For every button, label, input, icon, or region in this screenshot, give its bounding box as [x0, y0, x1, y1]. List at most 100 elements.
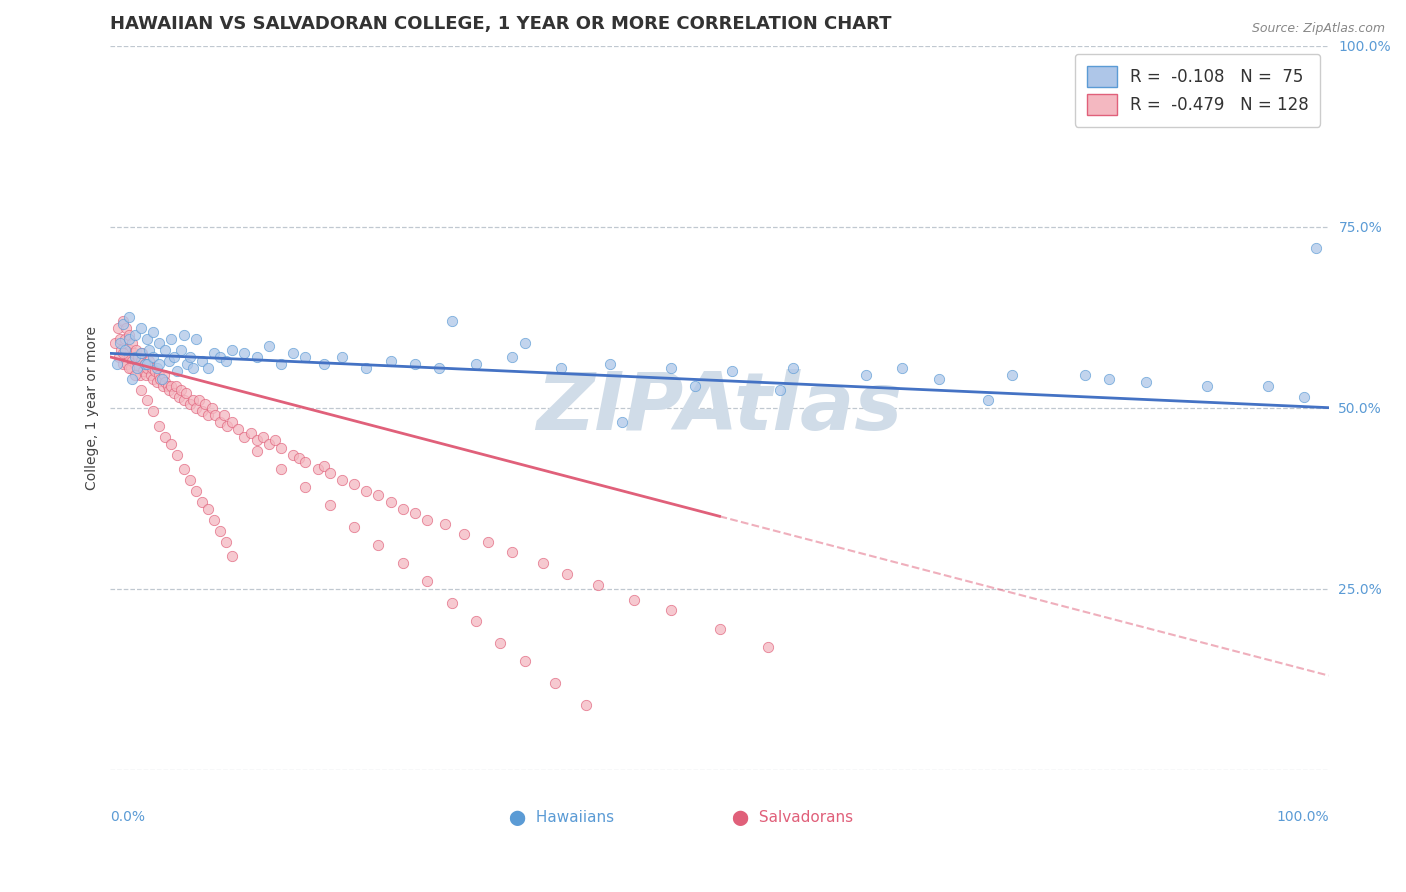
- Y-axis label: College, 1 year or more: College, 1 year or more: [86, 326, 100, 490]
- Point: [181, 360, 204, 375]
- Point: [149, 372, 172, 386]
- Point: [391, 557, 413, 571]
- Point: [134, 357, 156, 371]
- Point: [136, 360, 159, 375]
- Text: ⬤  Salvadorans: ⬤ Salvadorans: [733, 810, 853, 825]
- Point: [343, 476, 366, 491]
- Point: [150, 372, 173, 386]
- Point: [270, 441, 292, 455]
- Point: [531, 557, 554, 571]
- Point: [1098, 372, 1121, 386]
- Point: [145, 360, 167, 375]
- Point: [179, 473, 201, 487]
- Point: [294, 455, 316, 469]
- Point: [135, 368, 157, 383]
- Point: [501, 545, 523, 559]
- Point: [129, 346, 152, 360]
- Point: [157, 353, 180, 368]
- Point: [599, 357, 621, 371]
- Point: [139, 368, 162, 383]
- Point: [184, 483, 207, 498]
- Point: [111, 314, 134, 328]
- Point: [170, 383, 193, 397]
- Point: [330, 473, 353, 487]
- Point: [257, 437, 280, 451]
- Point: [513, 335, 536, 350]
- Point: [281, 346, 304, 360]
- Legend: R =  -0.108   N =  75, R =  -0.479   N = 128: R = -0.108 N = 75, R = -0.479 N = 128: [1076, 54, 1320, 127]
- Point: [108, 332, 131, 346]
- Point: [105, 357, 128, 371]
- Point: [194, 397, 217, 411]
- Point: [976, 393, 998, 408]
- Point: [354, 360, 377, 375]
- Point: [380, 495, 402, 509]
- Point: [170, 343, 193, 357]
- Point: [127, 360, 149, 375]
- Text: Source: ZipAtlas.com: Source: ZipAtlas.com: [1251, 22, 1385, 36]
- Point: [550, 360, 572, 375]
- Point: [128, 368, 150, 383]
- Point: [152, 379, 174, 393]
- Point: [782, 360, 804, 375]
- Point: [160, 379, 183, 393]
- Point: [659, 603, 682, 617]
- Point: [122, 346, 145, 360]
- Point: [160, 332, 183, 346]
- Point: [434, 516, 457, 531]
- Text: 0.0%: 0.0%: [111, 810, 145, 823]
- Point: [121, 335, 143, 350]
- Point: [246, 434, 269, 448]
- Point: [145, 364, 167, 378]
- Point: [127, 360, 149, 375]
- Point: [513, 654, 536, 668]
- Point: [200, 401, 222, 415]
- Point: [281, 448, 304, 462]
- Point: [153, 368, 176, 383]
- Point: [117, 357, 139, 371]
- Point: [252, 430, 274, 444]
- Point: [124, 350, 146, 364]
- Point: [555, 567, 578, 582]
- Point: [125, 343, 148, 357]
- Point: [156, 379, 179, 393]
- Point: [720, 364, 742, 378]
- Point: [134, 357, 156, 371]
- Point: [118, 332, 141, 346]
- Point: [215, 353, 238, 368]
- Point: [197, 502, 219, 516]
- Point: [157, 383, 180, 397]
- Point: [367, 487, 389, 501]
- Point: [129, 321, 152, 335]
- Point: [121, 372, 143, 386]
- Point: [416, 574, 439, 589]
- Point: [181, 393, 204, 408]
- Point: [184, 332, 207, 346]
- Point: [221, 343, 243, 357]
- Point: [108, 350, 131, 364]
- Point: [184, 401, 207, 415]
- Point: [173, 393, 195, 408]
- Point: [233, 430, 256, 444]
- Point: [166, 364, 188, 378]
- Point: [294, 350, 316, 364]
- Point: [173, 462, 195, 476]
- Point: [489, 636, 512, 650]
- Point: [928, 372, 950, 386]
- Point: [586, 578, 609, 592]
- Point: [136, 357, 159, 371]
- Point: [197, 408, 219, 422]
- Point: [204, 408, 226, 422]
- Point: [110, 343, 132, 357]
- Point: [1294, 390, 1316, 404]
- Point: [174, 386, 197, 401]
- Point: [228, 422, 250, 436]
- Point: [127, 350, 149, 364]
- Point: [416, 513, 439, 527]
- Point: [191, 353, 214, 368]
- Point: [221, 415, 243, 429]
- Point: [118, 360, 141, 375]
- Point: [108, 335, 131, 350]
- Point: [202, 513, 225, 527]
- Point: [163, 350, 186, 364]
